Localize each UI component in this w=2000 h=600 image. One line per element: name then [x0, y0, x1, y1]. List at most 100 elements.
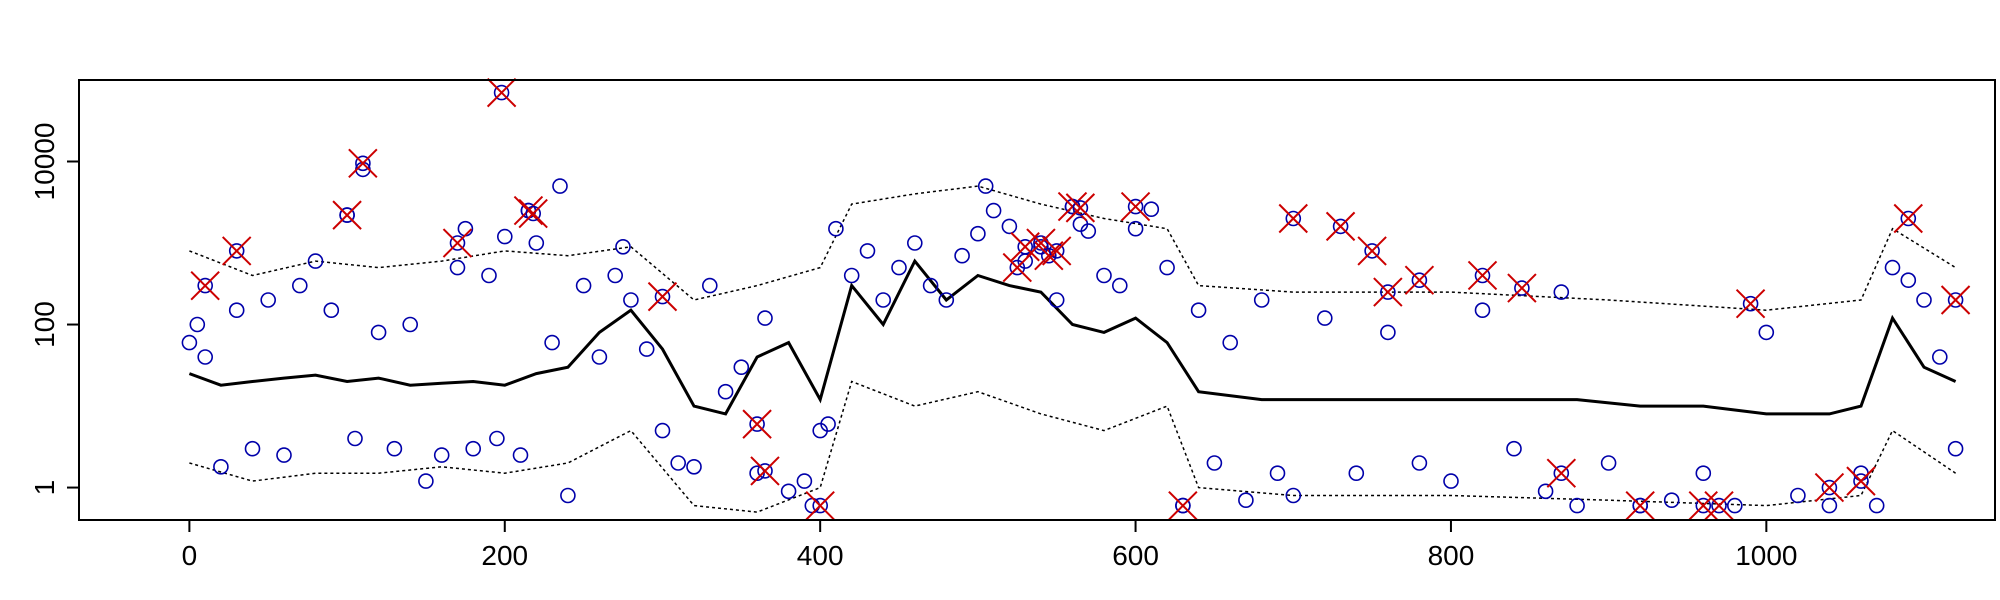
outlier-marker	[1507, 273, 1537, 303]
observed-point	[780, 483, 797, 500]
observed-point	[512, 447, 529, 463]
observed-point	[1663, 492, 1680, 509]
outlier-cross-stroke	[1373, 277, 1403, 307]
observed-point	[1947, 440, 1964, 457]
observed-point	[1868, 497, 1885, 514]
observed-point	[1143, 201, 1160, 217]
observed-point	[1758, 324, 1775, 341]
center-line-layer	[188, 258, 1957, 416]
observed-point	[1900, 272, 1917, 289]
outlier-cross-stroke	[1120, 191, 1151, 222]
x-tick-label: 600	[1112, 540, 1159, 571]
observed-point	[1821, 497, 1838, 514]
outlier-cross-stroke	[742, 409, 772, 439]
observed-point	[489, 430, 505, 447]
observed-point	[654, 422, 671, 439]
outlier-point	[1947, 292, 1964, 308]
outlier-cross-stroke	[1026, 228, 1056, 258]
outlier-marker	[190, 270, 220, 301]
outlier-point	[355, 155, 371, 172]
observed-point	[347, 430, 363, 447]
outlier-point	[1127, 198, 1144, 215]
observed-point	[638, 341, 655, 357]
observed-point	[1411, 455, 1428, 471]
outlier-marker	[647, 281, 678, 312]
outlier-cross-stroke	[513, 195, 544, 226]
observed-point	[181, 334, 198, 351]
observed-point	[733, 359, 750, 376]
observed-point	[804, 497, 821, 514]
outlier-marker	[518, 198, 548, 229]
outlier-cross-stroke	[1846, 466, 1876, 496]
outlier-point	[1411, 272, 1428, 289]
outlier-cross-stroke	[1467, 260, 1498, 291]
outlier-marker	[742, 409, 772, 439]
observed-point	[1033, 239, 1049, 255]
outlier-cross-stroke	[190, 270, 220, 301]
outlier-point	[1474, 267, 1491, 284]
outlier-cross-stroke	[647, 281, 678, 312]
observed-point	[481, 267, 497, 284]
outlier-point	[339, 207, 355, 223]
outlier-marker	[805, 490, 835, 521]
outlier-cross-stroke	[1940, 285, 1971, 315]
outlier-marker	[221, 236, 252, 266]
observed-point	[433, 447, 450, 463]
observed-point	[228, 302, 245, 319]
outlier-cross-stroke	[1735, 289, 1766, 319]
outlier-point	[1632, 497, 1648, 514]
observed-point	[1253, 292, 1270, 308]
outlier-marker	[1546, 458, 1577, 488]
observed-point	[1916, 292, 1932, 308]
outlier-marker	[1373, 277, 1403, 307]
y-tick-label: 10000	[29, 123, 60, 201]
outlier-marker	[1168, 490, 1198, 521]
outlier-marker	[1735, 289, 1766, 319]
outlier-cross-stroke	[1042, 236, 1072, 266]
observed-point	[954, 247, 970, 264]
observed-point	[291, 277, 308, 294]
observed-point	[307, 253, 324, 269]
observed-point	[528, 235, 545, 251]
observed-point	[1884, 259, 1901, 276]
outlier-point	[654, 288, 671, 305]
observed-point	[607, 267, 624, 284]
outlier-point	[1332, 218, 1349, 235]
observed-point	[449, 259, 466, 276]
observed-point	[1853, 465, 1869, 482]
observed-point	[1269, 465, 1286, 482]
observed-point	[1001, 218, 1018, 235]
observed-point	[1159, 259, 1175, 276]
outlier-cross-stroke	[1814, 472, 1845, 503]
observed-point	[465, 440, 482, 457]
observed-point	[213, 458, 229, 475]
observed-point	[922, 277, 939, 294]
observed-point	[323, 302, 340, 319]
outlier-cross-stroke	[1893, 203, 1923, 234]
outlier-cross-stroke	[1688, 490, 1718, 521]
outlier-cross-stroke	[750, 456, 780, 486]
outlier-marker	[1404, 265, 1435, 295]
observed-point	[1348, 465, 1365, 482]
outlier-point	[1821, 479, 1838, 496]
observed-point	[197, 349, 213, 365]
observed-point	[575, 277, 592, 294]
observed-point	[828, 220, 844, 237]
observed-point	[544, 334, 560, 351]
outlier-point	[197, 277, 213, 294]
observed-point	[757, 310, 773, 326]
outlier-cross-stroke	[486, 77, 517, 108]
outlier-point	[449, 235, 466, 251]
observed-point	[820, 416, 836, 432]
outlier-marker	[442, 228, 473, 258]
outlier-marker	[1814, 472, 1845, 503]
observed-point	[552, 178, 568, 194]
observed-point	[686, 458, 702, 475]
outlier-point	[1380, 284, 1396, 300]
x-axis: 0 200 400 600 800 1000	[182, 520, 1797, 571]
observed-point	[1238, 492, 1254, 509]
y-tick-label: 1	[29, 480, 60, 496]
outlier-point	[757, 463, 773, 479]
outlier-cross-stroke	[442, 228, 473, 258]
outlier-point	[1695, 497, 1712, 514]
